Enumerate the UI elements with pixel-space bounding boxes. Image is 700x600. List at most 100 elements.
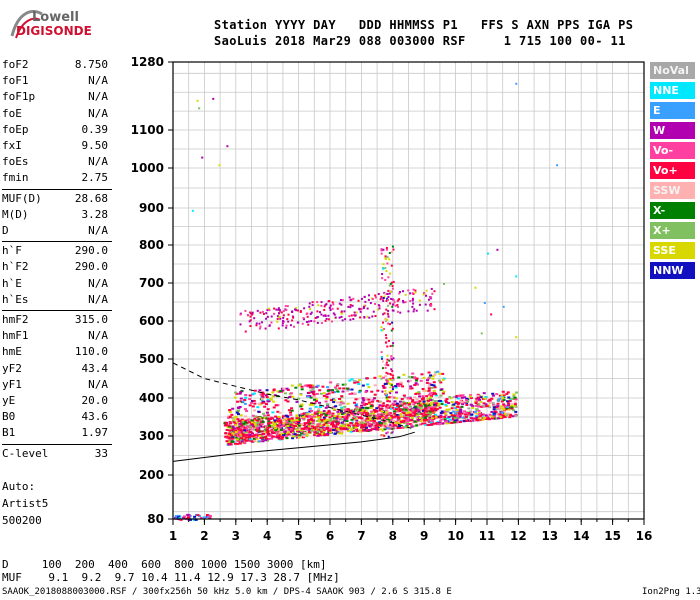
echo-point [322, 392, 326, 395]
echo-point [257, 425, 261, 428]
echo-point [381, 367, 384, 370]
echo-point [317, 415, 321, 418]
echo-point [314, 398, 318, 401]
echo-point [323, 308, 326, 311]
echo-point [270, 434, 274, 437]
echo-point [443, 283, 446, 285]
echo-point [441, 372, 445, 375]
echo-point [315, 392, 319, 395]
echo-point [273, 421, 277, 424]
echo-point [196, 514, 200, 517]
echo-point [257, 440, 261, 443]
echo-point [287, 421, 291, 424]
echo-point [390, 250, 393, 253]
echo-point [410, 387, 414, 390]
echo-point [428, 376, 432, 379]
echo-point [240, 431, 244, 434]
echo-point [312, 398, 316, 401]
echo-point [343, 383, 347, 386]
echo-point [289, 419, 293, 422]
echo-point [388, 292, 391, 295]
echo-point [239, 414, 243, 417]
echo-point [360, 413, 364, 416]
echo-point [325, 303, 328, 306]
echo-point [384, 292, 387, 295]
echo-point [402, 421, 406, 424]
echo-point [407, 375, 411, 378]
echo-point [355, 407, 359, 410]
echo-point [440, 410, 444, 413]
echo-point [327, 431, 331, 434]
echo-point [317, 419, 321, 422]
param-value: 290.0 [74, 244, 108, 258]
param-value: N/A [88, 329, 108, 343]
echo-point [413, 406, 417, 409]
echo-point [288, 430, 292, 433]
echo-point [348, 392, 352, 395]
echo-point [340, 418, 344, 421]
echo-point [386, 378, 389, 381]
echo-point [225, 436, 229, 439]
echo-point [311, 304, 314, 307]
echo-point [276, 427, 280, 430]
echo-point [425, 402, 429, 405]
echo-point [235, 438, 239, 441]
echo-point [354, 426, 358, 429]
echo-point [244, 430, 248, 433]
echo-point [399, 408, 403, 411]
echo-point [370, 425, 374, 428]
echo-point [383, 434, 386, 437]
param-value: 2.75 [81, 171, 109, 185]
echo-point [308, 431, 312, 434]
echo-point [388, 427, 392, 430]
echo-point [400, 404, 404, 407]
echo-point [437, 416, 441, 419]
echo-point [264, 394, 268, 397]
echo-point [384, 364, 387, 367]
echo-point [430, 287, 433, 290]
echo-point [311, 385, 315, 388]
echo-point [384, 334, 387, 337]
echo-point [507, 396, 511, 399]
param-value: N/A [88, 224, 108, 237]
echo-point [480, 413, 484, 416]
echo-point [367, 402, 371, 405]
echo-point [421, 387, 425, 390]
echo-point [333, 399, 337, 402]
echo-point [266, 309, 269, 312]
echo-point [399, 383, 403, 386]
echo-point [354, 418, 358, 421]
echo-point [237, 420, 241, 423]
echo-point [282, 310, 285, 313]
echo-point [239, 391, 243, 394]
echo-point [398, 290, 401, 293]
echo-point [385, 380, 389, 383]
echo-point [345, 420, 349, 423]
echo-point [302, 433, 306, 436]
echo-point [231, 437, 235, 440]
echo-point [329, 309, 332, 312]
echo-point [492, 413, 496, 416]
echo-point [492, 406, 496, 409]
echo-point [370, 390, 374, 393]
echo-point [351, 410, 355, 413]
echo-point [298, 416, 302, 419]
echo-point [343, 410, 347, 413]
echo-point [507, 414, 511, 417]
echo-point [400, 415, 404, 418]
param-row: hmE 110.0 [2, 345, 110, 361]
echo-point [193, 515, 197, 518]
echo-point [385, 405, 388, 408]
echo-point [237, 431, 241, 434]
echo-point [244, 423, 248, 426]
echo-point [432, 389, 436, 392]
echo-point [331, 389, 335, 392]
echo-point [323, 420, 327, 423]
echo-point [253, 426, 257, 429]
echo-point [482, 404, 486, 407]
echo-point [415, 424, 419, 427]
param-row: yF2 43.4 [2, 362, 110, 378]
echo-point [415, 379, 419, 382]
echo-point [352, 317, 355, 320]
echo-point [243, 442, 247, 445]
